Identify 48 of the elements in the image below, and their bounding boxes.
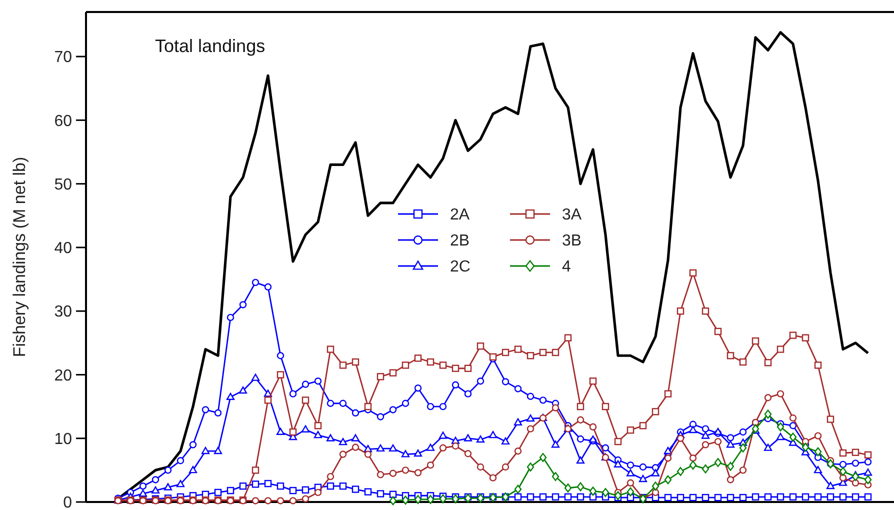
legend-label: 3B: [562, 232, 582, 250]
point: [764, 410, 772, 419]
point: [589, 486, 597, 496]
point: [802, 442, 810, 452]
point: [614, 491, 622, 500]
point: [414, 494, 422, 504]
point: [689, 460, 697, 470]
y-tick-label: 30: [54, 304, 72, 321]
legend-label: 3A: [562, 206, 582, 224]
legend-label: 4: [562, 258, 571, 276]
legend-label: 2B: [450, 232, 470, 250]
point: [402, 496, 410, 505]
y-tick-label: 50: [54, 176, 72, 194]
point: [839, 466, 847, 476]
point: [526, 462, 534, 472]
point: [852, 472, 860, 482]
point: [576, 482, 584, 492]
point: [564, 484, 572, 492]
point: [789, 432, 797, 442]
legend-label: 2C: [450, 258, 470, 276]
y-tick-label: 10: [54, 430, 72, 448]
legend-label: 2A: [450, 206, 470, 224]
point: [664, 475, 672, 484]
point: [814, 447, 822, 456]
point: [552, 472, 560, 482]
point: [776, 422, 784, 432]
point: [676, 466, 684, 476]
point: [626, 487, 634, 496]
point: [739, 443, 747, 452]
series-label: Total landings: [155, 36, 266, 56]
point: [514, 484, 522, 494]
y-axis-title: Fishery landings (M net lb): [10, 156, 29, 358]
point: [702, 464, 710, 474]
point: [452, 494, 460, 504]
point: [389, 496, 397, 506]
y-tick-label: 0: [63, 494, 72, 510]
y-tick-label: 20: [54, 367, 72, 384]
y-tick-label: 60: [54, 112, 72, 130]
point: [864, 475, 872, 484]
point: [539, 452, 547, 462]
point: [714, 458, 722, 468]
point: [726, 462, 734, 471]
y-tick-label: 70: [54, 49, 72, 66]
point: [652, 482, 660, 491]
point: [439, 494, 447, 504]
y-tick-label: 40: [54, 240, 72, 258]
point: [602, 488, 610, 497]
point: [426, 494, 434, 504]
